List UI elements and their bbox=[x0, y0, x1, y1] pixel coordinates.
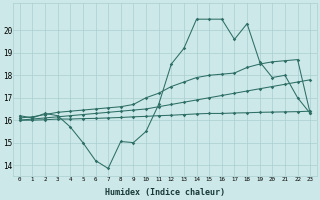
X-axis label: Humidex (Indice chaleur): Humidex (Indice chaleur) bbox=[105, 188, 225, 197]
